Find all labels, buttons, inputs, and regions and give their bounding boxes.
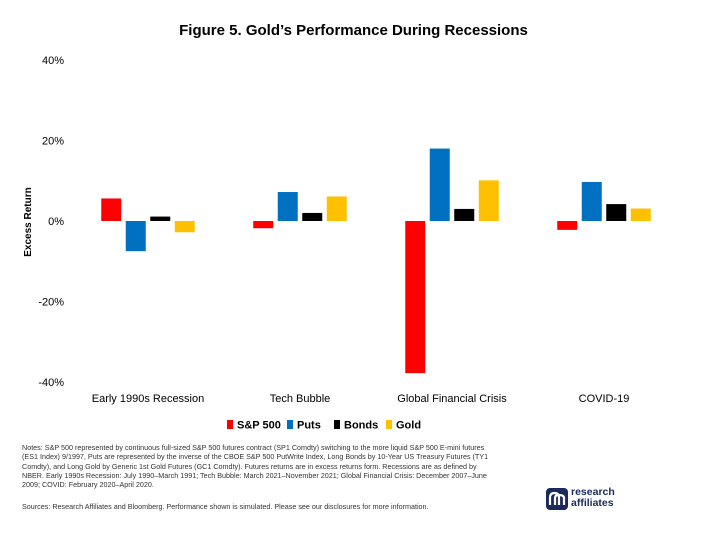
bar-gold-tech-bubble — [326, 196, 347, 221]
bar-puts-global-financial-crisis — [429, 148, 450, 221]
y-tick-label: -40% — [38, 377, 64, 389]
y-tick-label: 40% — [42, 55, 64, 67]
legend-swatch-s-p-500 — [227, 420, 233, 429]
bar-s-p-500-early-1990s-recession — [101, 198, 122, 221]
y-tick-label: -20% — [38, 297, 64, 309]
legend-label-s-p-500: S&P 500 — [237, 420, 281, 432]
bar-bonds-global-financial-crisis — [454, 208, 475, 221]
bar-s-p-500-global-financial-crisis — [405, 221, 426, 374]
legend-label-gold: Gold — [396, 420, 421, 432]
chart-notes: Notes: S&P 500 represented by continuous… — [22, 443, 489, 490]
chart-sources: Sources: Research Affiliates and Bloombe… — [22, 502, 429, 511]
bar-puts-covid-19 — [581, 181, 602, 221]
x-category-label: COVID-19 — [579, 393, 630, 405]
logo-text-line1: research — [571, 486, 615, 498]
y-tick-label: 0% — [48, 216, 64, 228]
bar-bonds-early-1990s-recession — [150, 216, 171, 221]
legend-label-bonds: Bonds — [344, 420, 378, 432]
bar-gold-global-financial-crisis — [478, 180, 499, 221]
bar-bonds-tech-bubble — [302, 212, 323, 221]
legend-swatch-bonds — [334, 420, 340, 429]
x-category-label: Tech Bubble — [270, 393, 331, 405]
logo-text-line2: affiliates — [571, 497, 614, 509]
x-category-label: Global Financial Crisis — [397, 393, 507, 405]
bar-puts-early-1990s-recession — [125, 221, 146, 252]
y-axis-label: Excess Return — [23, 187, 34, 256]
bar-s-p-500-tech-bubble — [253, 221, 274, 229]
y-tick-label: 20% — [42, 136, 64, 148]
chart-title: Figure 5. Gold’s Performance During Rece… — [179, 22, 528, 39]
chart-legend: S&P 500 Puts Bonds Gold — [227, 420, 421, 432]
x-category-label: Early 1990s Recession — [92, 393, 205, 405]
chart-axes: 40% 20% 0% -20% -40% — [38, 55, 64, 389]
legend-swatch-puts — [287, 420, 293, 429]
bar-s-p-500-covid-19 — [557, 221, 578, 230]
bar-puts-tech-bubble — [277, 192, 298, 221]
bar-gold-covid-19 — [630, 208, 651, 221]
research-affiliates-logo: research affiliates — [546, 484, 656, 514]
legend-swatch-gold — [386, 420, 392, 429]
logo-mark-icon — [546, 488, 568, 510]
bar-bonds-covid-19 — [606, 204, 627, 221]
chart-bars — [101, 148, 651, 374]
category-labels: Early 1990s Recession Tech Bubble Global F… — [92, 393, 630, 405]
logo-text: research affiliates — [571, 487, 615, 509]
bar-chart: 40% 20% 0% -20% -40% Early 1990s Recession Te… — [23, 55, 651, 432]
bar-gold-early-1990s-recession — [174, 221, 195, 233]
legend-label-puts: Puts — [297, 420, 321, 432]
